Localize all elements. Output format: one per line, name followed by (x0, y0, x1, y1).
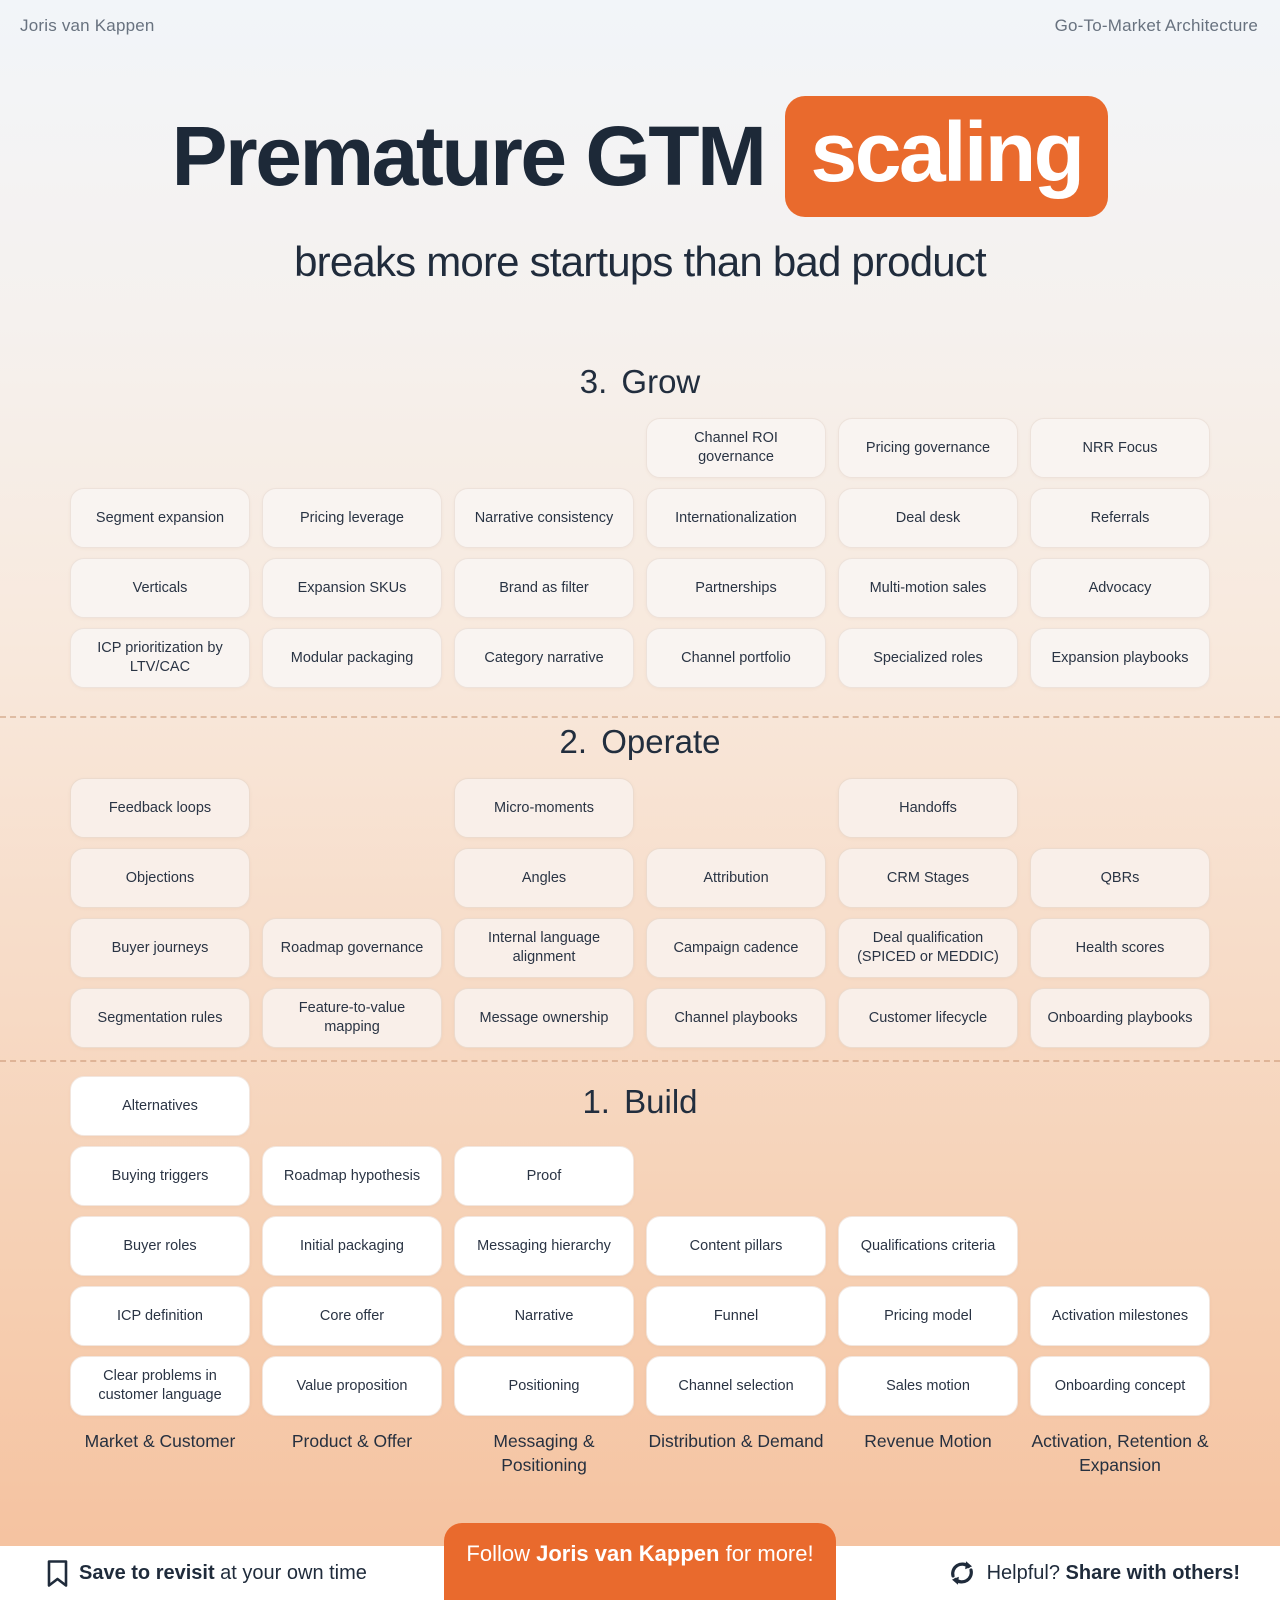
grow-grid: Channel ROI governance Pricing governance… (0, 418, 1280, 688)
card-objections: Objections (70, 848, 250, 908)
card-handoffs: Handoffs (838, 778, 1018, 838)
card-funnel: Funnel (646, 1286, 826, 1346)
card-proof: Proof (454, 1146, 634, 1206)
share-cta-text: Helpful? Share with others! (986, 1561, 1240, 1584)
card-internationalization: Internationalization (646, 488, 826, 548)
card-modular-packaging: Modular packaging (262, 628, 442, 688)
card-deal-desk: Deal desk (838, 488, 1018, 548)
card-internal-language-alignment: Internal language alignment (454, 918, 634, 978)
card-multi-motion-sales: Multi-motion sales (838, 558, 1018, 618)
save-cta-text: Save to revisit at your own time (79, 1561, 367, 1584)
card-verticals: Verticals (70, 558, 250, 618)
card-partnerships: Partnerships (646, 558, 826, 618)
card-channel-roi-governance: Channel ROI governance (646, 418, 826, 478)
header-author: Joris van Kappen (20, 16, 155, 35)
card-narrative: Narrative (454, 1286, 634, 1346)
operate-grid: Feedback loops Micro-moments Handoffs Objec… (0, 778, 1280, 1048)
card-initial-packaging: Initial packaging (262, 1216, 442, 1276)
card-clear-problems-in-customer-language: Clear problems in customer language (70, 1356, 250, 1416)
card-positioning: Positioning (454, 1356, 634, 1416)
card-buyer-journeys: Buyer journeys (70, 918, 250, 978)
card-advocacy: Advocacy (1030, 558, 1210, 618)
card-referrals: Referrals (1030, 488, 1210, 548)
card-deal-qualification-spiced-or-meddic: Deal qualification (SPICED or MEDDIC) (838, 918, 1018, 978)
repost-icon (950, 1561, 973, 1585)
card-health-scores: Health scores (1030, 918, 1210, 978)
card-category-narrative: Category narrative (454, 628, 634, 688)
card-buyer-roles: Buyer roles (70, 1216, 250, 1276)
card-segment-expansion: Segment expansion (70, 488, 250, 548)
section-grow: 3. Grow Channel ROI governance Pricing go… (0, 362, 1280, 688)
card-feedback-loops: Feedback loops (70, 778, 250, 838)
section-heading-build: 1. Build (582, 1083, 698, 1120)
card-feature-to-value-mapping: Feature-to-value mapping (262, 988, 442, 1048)
card-icp-prioritization-by-ltv-cac: ICP prioritization by LTV/CAC (70, 628, 250, 688)
page-subtitle: breaks more startups than bad product (294, 238, 987, 285)
card-attribution: Attribution (646, 848, 826, 908)
card-pricing-model: Pricing model (838, 1286, 1018, 1346)
card-roadmap-hypothesis: Roadmap hypothesis (262, 1146, 442, 1206)
card-message-ownership: Message ownership (454, 988, 634, 1048)
section-divider (0, 716, 1280, 718)
column-label-product-offer: Product & Offer (291, 1431, 413, 1451)
card-expansion-playbooks: Expansion playbooks (1030, 628, 1210, 688)
card-channel-playbooks: Channel playbooks (646, 988, 826, 1048)
card-onboarding-concept: Onboarding concept (1030, 1356, 1210, 1416)
card-brand-as-filter: Brand as filter (454, 558, 634, 618)
card-onboarding-playbooks: Onboarding playbooks (1030, 988, 1210, 1048)
card-campaign-cadence: Campaign cadence (646, 918, 826, 978)
card-sales-motion: Sales motion (838, 1356, 1018, 1416)
card-alternatives: Alternatives (70, 1076, 250, 1136)
card-crm-stages: CRM Stages (838, 848, 1018, 908)
column-label-messaging-positioning: Messaging & Positioning (493, 1431, 595, 1475)
build-grid: Alternatives Buying triggers Roadmap hypot… (0, 1076, 1280, 1416)
page-title-text: Premature GTM (171, 109, 768, 203)
card-angles: Angles (454, 848, 634, 908)
header-bar: Joris van Kappen Go-To-Market Architectu… (20, 16, 1258, 36)
column-labels: Market & Customer Product & Offer Messagin… (0, 1430, 1280, 1477)
card-value-proposition: Value proposition (262, 1356, 442, 1416)
section-build: 1. Build Alternatives Buying triggers Road… (0, 1076, 1280, 1416)
card-roadmap-governance: Roadmap governance (262, 918, 442, 978)
section-heading-grow: 3. Grow (579, 363, 701, 400)
section-heading-operate: 2. Operate (559, 723, 721, 760)
card-narrative-consistency: Narrative consistency (454, 488, 634, 548)
card-segmentation-rules: Segmentation rules (70, 988, 250, 1048)
card-micro-moments: Micro-moments (454, 778, 634, 838)
column-label-activation-retention-expansion: Activation, Retention & Expansion (1031, 1431, 1209, 1475)
card-pricing-leverage: Pricing leverage (262, 488, 442, 548)
card-channel-portfolio: Channel portfolio (646, 628, 826, 688)
share-cta[interactable]: Helpful? Share with others! (947, 1546, 1240, 1600)
card-specialized-roles: Specialized roles (838, 628, 1018, 688)
column-label-revenue-motion: Revenue Motion (864, 1431, 992, 1451)
card-nrr-focus: NRR Focus (1030, 418, 1210, 478)
title-highlight: scaling (784, 96, 1109, 217)
card-pricing-governance: Pricing governance (838, 418, 1018, 478)
header-context: Go-To-Market Architecture (1054, 16, 1258, 35)
column-label-market-customer: Market & Customer (84, 1431, 236, 1451)
card-core-offer: Core offer (262, 1286, 442, 1346)
page-title: Premature GTM scaling (0, 96, 1280, 217)
card-messaging-hierarchy: Messaging hierarchy (454, 1216, 634, 1276)
section-operate: 2. Operate Feedback loops Micro-moments Ha… (0, 722, 1280, 1048)
card-qbrs: QBRs (1030, 848, 1210, 908)
column-label-distribution-demand: Distribution & Demand (648, 1431, 824, 1451)
card-channel-selection: Channel selection (646, 1356, 826, 1416)
card-content-pillars: Content pillars (646, 1216, 826, 1276)
follow-button[interactable]: Follow Joris van Kappen for more! (444, 1523, 836, 1600)
card-qualifications-criteria: Qualifications criteria (838, 1216, 1018, 1276)
card-customer-lifecycle: Customer lifecycle (838, 988, 1018, 1048)
bookmark-icon (47, 1559, 68, 1587)
card-expansion-skus: Expansion SKUs (262, 558, 442, 618)
save-cta[interactable]: Save to revisit at your own time (46, 1546, 367, 1600)
section-divider (0, 1060, 1280, 1062)
card-icp-definition: ICP definition (70, 1286, 250, 1346)
card-buying-triggers: Buying triggers (70, 1146, 250, 1206)
card-activation-milestones: Activation milestones (1030, 1286, 1210, 1346)
